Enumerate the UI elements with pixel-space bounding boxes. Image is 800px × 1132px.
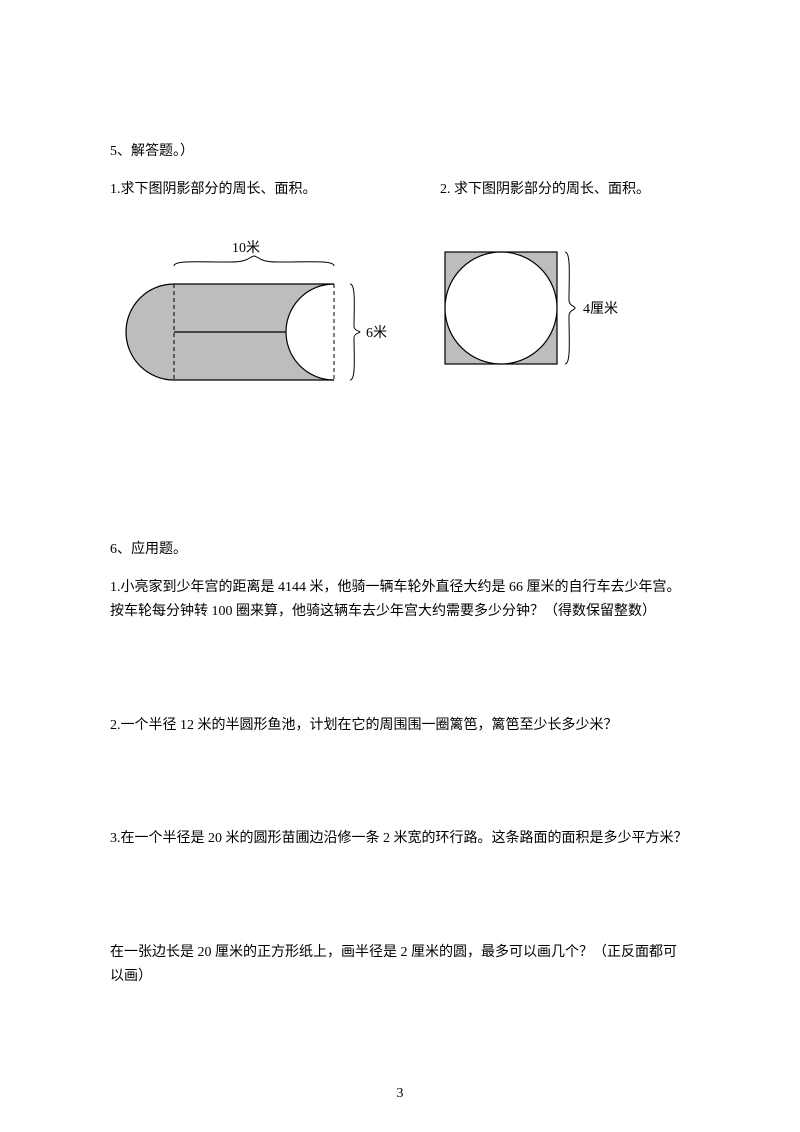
problem-5-2-text: 2. 求下图阴影部分的周长、面积。 <box>440 178 690 198</box>
diagram1-top-label: 10米 <box>232 240 260 256</box>
diagram1-right-label: 6米 <box>366 325 387 341</box>
diagram2-right-label: 4厘米 <box>583 301 618 317</box>
diagram-stadium-shape: 10米 6米 <box>110 238 390 398</box>
problem-row: 1.求下图阴影部分的周长、面积。 2. 求下图阴影部分的周长、面积。 <box>110 178 690 198</box>
section-6-title: 6、应用题。 <box>110 538 690 558</box>
diagram-square-circle: 4厘米 <box>435 238 655 378</box>
section-5-title: 5、解答题。） <box>110 140 690 160</box>
problem-5-1-text: 1.求下图阴影部分的周长、面积。 <box>110 178 360 198</box>
section-6: 6、应用题。 1.小亮家到少年宫的距离是 4144 米，他骑一辆车轮外直径大约是… <box>110 538 690 989</box>
problem-6-3: 3.在一个半径是 20 米的圆形苗圃边沿修一条 2 米宽的环行路。这条路面的面积… <box>110 827 690 851</box>
diagram-row: 10米 6米 <box>110 238 690 398</box>
problem-6-2: 2.一个半径 12 米的半圆形鱼池，计划在它的周围围一圈篱笆，篱笆至少长多少米？ <box>110 714 690 738</box>
problem-6-4: 在一张边长是 20 厘米的正方形纸上，画半径是 2 厘米的圆，最多可以画几个？（… <box>110 941 690 989</box>
problem-6-1: 1.小亮家到少年宫的距离是 4144 米，他骑一辆车轮外直径大约是 66 厘米的… <box>110 576 690 624</box>
page-number: 3 <box>397 1086 404 1102</box>
section-5: 5、解答题。） 1.求下图阴影部分的周长、面积。 2. 求下图阴影部分的周长、面… <box>110 140 690 398</box>
